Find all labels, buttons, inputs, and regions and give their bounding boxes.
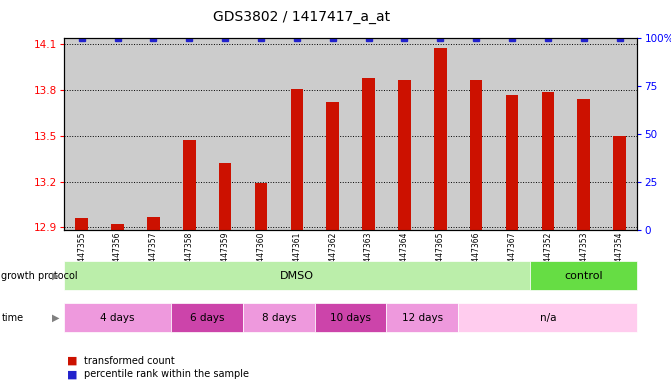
Text: GDS3802 / 1417417_a_at: GDS3802 / 1417417_a_at: [213, 10, 391, 23]
Bar: [506, 95, 518, 230]
Text: percentile rank within the sample: percentile rank within the sample: [84, 369, 249, 379]
Text: ■: ■: [67, 369, 78, 379]
Bar: [362, 78, 375, 230]
Bar: [470, 79, 482, 230]
Bar: [219, 163, 231, 230]
Text: growth protocol: growth protocol: [1, 270, 78, 281]
Bar: [255, 183, 267, 230]
Bar: [75, 218, 88, 230]
Bar: [613, 136, 626, 230]
Bar: [541, 92, 554, 230]
Text: transformed count: transformed count: [84, 356, 174, 366]
Text: 12 days: 12 days: [402, 313, 443, 323]
Bar: [577, 99, 590, 230]
Text: ▶: ▶: [52, 270, 59, 281]
Bar: [434, 48, 446, 230]
Text: 4 days: 4 days: [100, 313, 135, 323]
Bar: [291, 89, 303, 230]
Text: 10 days: 10 days: [330, 313, 371, 323]
Bar: [398, 79, 411, 230]
Text: ■: ■: [67, 356, 78, 366]
Text: time: time: [1, 313, 23, 323]
Bar: [183, 141, 195, 230]
Text: DMSO: DMSO: [280, 270, 314, 281]
Text: 8 days: 8 days: [262, 313, 296, 323]
Bar: [147, 217, 160, 230]
Text: n/a: n/a: [539, 313, 556, 323]
Text: 6 days: 6 days: [190, 313, 224, 323]
Text: control: control: [564, 270, 603, 281]
Bar: [111, 224, 124, 230]
Bar: [326, 103, 339, 230]
Text: ▶: ▶: [52, 313, 59, 323]
